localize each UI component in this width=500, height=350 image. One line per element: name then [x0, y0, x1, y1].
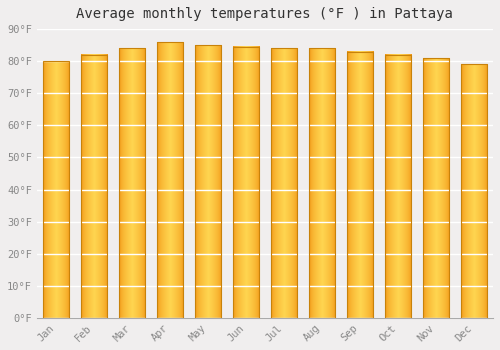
Bar: [308, 48, 336, 318]
Title: Average monthly temperatures (°F ) in Pattaya: Average monthly temperatures (°F ) in Pa…: [76, 7, 454, 21]
Bar: [80, 55, 107, 318]
Bar: [346, 51, 374, 318]
Bar: [42, 61, 69, 318]
Bar: [232, 47, 259, 318]
Bar: [118, 48, 145, 318]
Bar: [270, 48, 297, 318]
Bar: [460, 64, 487, 318]
Bar: [156, 42, 183, 318]
Bar: [422, 58, 450, 318]
Bar: [384, 55, 411, 318]
Bar: [194, 45, 221, 318]
